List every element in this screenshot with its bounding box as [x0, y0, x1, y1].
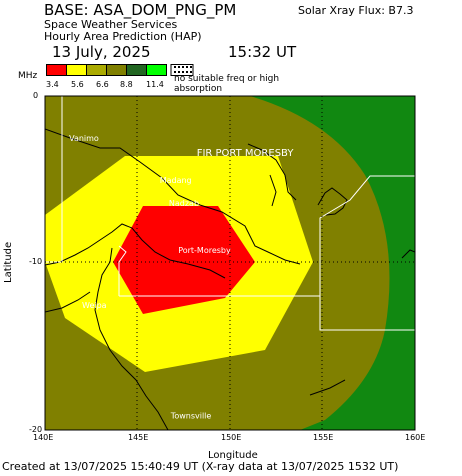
place-label: Vanimo [69, 134, 99, 143]
y-tick-label: 0 [33, 91, 39, 100]
y-tick-label: -10 [29, 257, 43, 266]
legend-tick: 8.8 [120, 80, 133, 89]
plot-frame [44, 95, 416, 431]
place-label: Weipa [82, 301, 107, 310]
legend-tick: 11.4 [146, 80, 164, 89]
forecast-time: 15:32 UT [228, 43, 297, 61]
place-label: Port-Moresby [178, 246, 231, 255]
x-tick-label: 145E [128, 433, 149, 442]
map-title: BASE: ASA_DOM_PNG_PM [44, 1, 237, 19]
x-tick-label: 155E [313, 433, 334, 442]
zone-red [113, 206, 255, 314]
legend-swatch [146, 64, 167, 76]
y-tick-label: -20 [29, 425, 43, 434]
x-tick-label: 160E [405, 433, 426, 442]
place-label: Nadzab [169, 199, 199, 208]
place-label: FIR PORT MORESBY [197, 148, 295, 159]
y-axis-label: Latitude [3, 241, 14, 283]
legend-tick: 6.6 [96, 80, 109, 89]
solar-xray-flux: Solar Xray Flux: B7.3 [298, 4, 414, 17]
legend-unit: MHz [18, 71, 38, 81]
x-tick-label: 150E [221, 433, 242, 442]
service-name: Space Weather Services [44, 18, 178, 31]
forecast-date: 13 July, 2025 [52, 43, 151, 61]
place-label: Townsville [170, 411, 212, 420]
x-axis-label: Longitude [208, 450, 258, 461]
x-tick-label: 140E [33, 433, 54, 442]
graticule [45, 96, 415, 430]
product-name: Hourly Area Prediction (HAP) [44, 30, 202, 43]
legend-tick: 5.6 [71, 80, 84, 89]
legend-tick: 3.4 [46, 80, 59, 89]
creation-timestamp: Created at 13/07/2025 15:40:49 UT (X-ray… [2, 460, 399, 473]
no-freq-label: no suitable freq or high absorption [174, 74, 280, 94]
no-freq-swatch [170, 64, 194, 76]
frequency-legend [46, 64, 194, 76]
coastline [45, 128, 415, 430]
place-label: Madang [160, 176, 192, 185]
